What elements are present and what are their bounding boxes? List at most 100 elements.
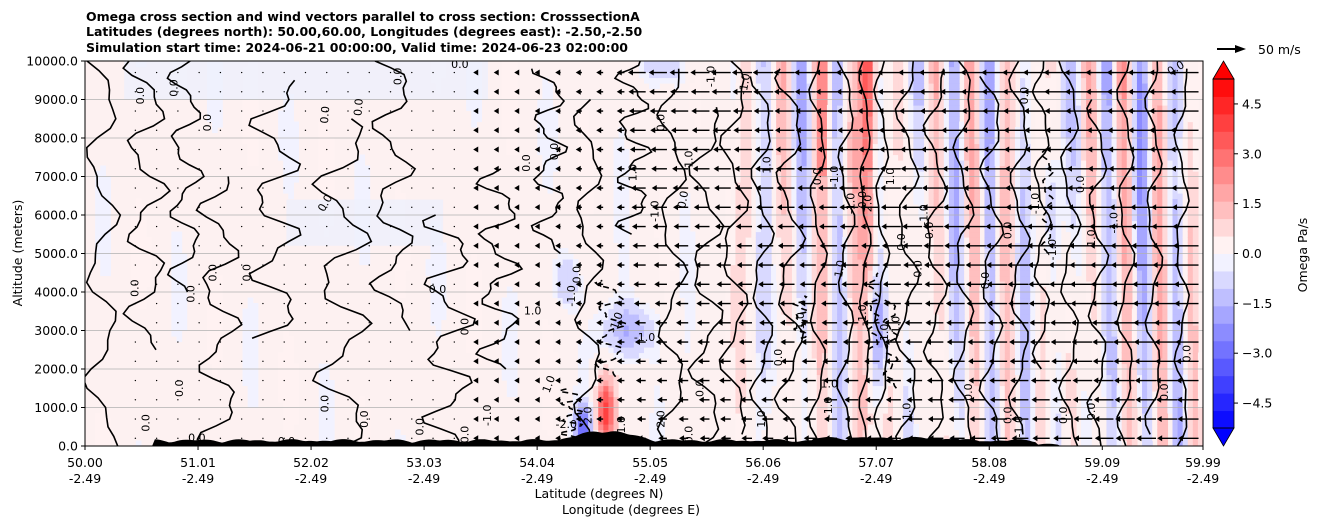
omega-cell [943, 385, 950, 392]
omega-cell [984, 72, 991, 79]
omega-cell [887, 391, 894, 398]
omega-cell [893, 160, 899, 167]
omega-cell [623, 154, 630, 161]
omega-cell [776, 143, 782, 150]
omega-cell [552, 275, 559, 282]
omega-cell [852, 336, 859, 343]
omega-cell [862, 198, 869, 205]
omega-cell [171, 248, 178, 255]
omega-cell [984, 330, 991, 337]
omega-cell [588, 347, 594, 354]
omega-cell [765, 160, 772, 167]
omega-cell [938, 363, 945, 370]
omega-cell [821, 187, 828, 194]
omega-cell [649, 308, 655, 315]
omega-cell [100, 198, 106, 205]
omega-cell [176, 303, 183, 310]
omega-cell [745, 237, 752, 244]
omega-cell [837, 292, 843, 299]
omega-cell [811, 110, 818, 117]
omega-cell [659, 66, 665, 73]
omega-cell [354, 429, 361, 436]
omega-cell [583, 187, 589, 194]
omega-cell [857, 429, 864, 436]
omega-cell [135, 297, 142, 304]
omega-cell [613, 176, 620, 183]
omega-cell [959, 198, 965, 205]
omega-cell [547, 94, 554, 101]
omega-cell [867, 154, 874, 161]
omega-cell [633, 330, 640, 337]
omega-cell [903, 336, 909, 343]
omega-cell [1009, 341, 1016, 348]
omega-cell [943, 176, 950, 183]
omega-cell [95, 198, 101, 205]
omega-cell [750, 77, 757, 84]
omega-cell [811, 308, 818, 315]
omega-cell [354, 193, 361, 200]
omega-cell [745, 248, 752, 255]
omega-cell [506, 149, 513, 156]
omega-cell [984, 77, 991, 84]
omega-cell [806, 259, 813, 266]
omega-cell [852, 72, 859, 79]
omega-cell [832, 341, 838, 348]
omega-cell [786, 407, 792, 414]
omega-cell [882, 424, 889, 431]
omega-cell [745, 187, 752, 194]
omega-cell [623, 352, 630, 359]
omega-cell [593, 402, 599, 409]
omega-cell [293, 391, 300, 398]
omega-cell [776, 226, 782, 233]
omega-cell [801, 209, 808, 216]
omega-cell [95, 220, 101, 227]
omega-cell [908, 121, 914, 128]
omega-cell [872, 66, 879, 73]
omega-cell [862, 132, 869, 139]
omega-cell [964, 121, 970, 128]
omega-cell [323, 380, 330, 387]
omega-cell [471, 303, 477, 310]
omega-cell [100, 215, 106, 222]
omega-cell [735, 105, 742, 112]
omega-cell [852, 193, 859, 200]
omega-cell [918, 66, 925, 73]
omega-cell [786, 391, 792, 398]
omega-cell [801, 341, 808, 348]
omega-cell [796, 77, 803, 84]
omega-cell [913, 77, 920, 84]
omega-cell [689, 264, 696, 271]
omega-cell [989, 292, 996, 299]
omega-cell [506, 286, 513, 293]
omega-cell [771, 105, 777, 112]
omega-cell [735, 435, 742, 442]
omega-cell [323, 149, 330, 156]
omega-cell [288, 187, 294, 194]
omega-cell [816, 187, 823, 194]
omega-cell [1025, 270, 1031, 277]
omega-cell [674, 77, 681, 84]
omega-cell [887, 66, 894, 73]
omega-cell [684, 237, 691, 244]
omega-cell [776, 171, 782, 178]
omega-cell [953, 402, 960, 409]
omega-cell [730, 242, 737, 249]
omega-cell [928, 132, 935, 139]
omega-cell [278, 391, 284, 398]
omega-cell [247, 105, 254, 112]
omega-cell [760, 83, 767, 90]
omega-cell [791, 198, 798, 205]
omega-cell [1004, 402, 1011, 409]
omega-cell [862, 149, 869, 156]
omega-cell [765, 297, 772, 304]
omega-cell [872, 116, 879, 123]
omega-cell [969, 176, 975, 183]
omega-cell [964, 110, 970, 117]
omega-cell [816, 402, 823, 409]
omega-cell [288, 435, 294, 442]
omega-cell [979, 407, 986, 414]
omega-cell [984, 94, 991, 101]
plot-area: 0.00.0 0.00.0 0.0 0.00.00.00.0 0.00.0 0.0 0.00… [85, 61, 1203, 446]
omega-cell [649, 61, 655, 68]
omega-cell [974, 237, 980, 244]
